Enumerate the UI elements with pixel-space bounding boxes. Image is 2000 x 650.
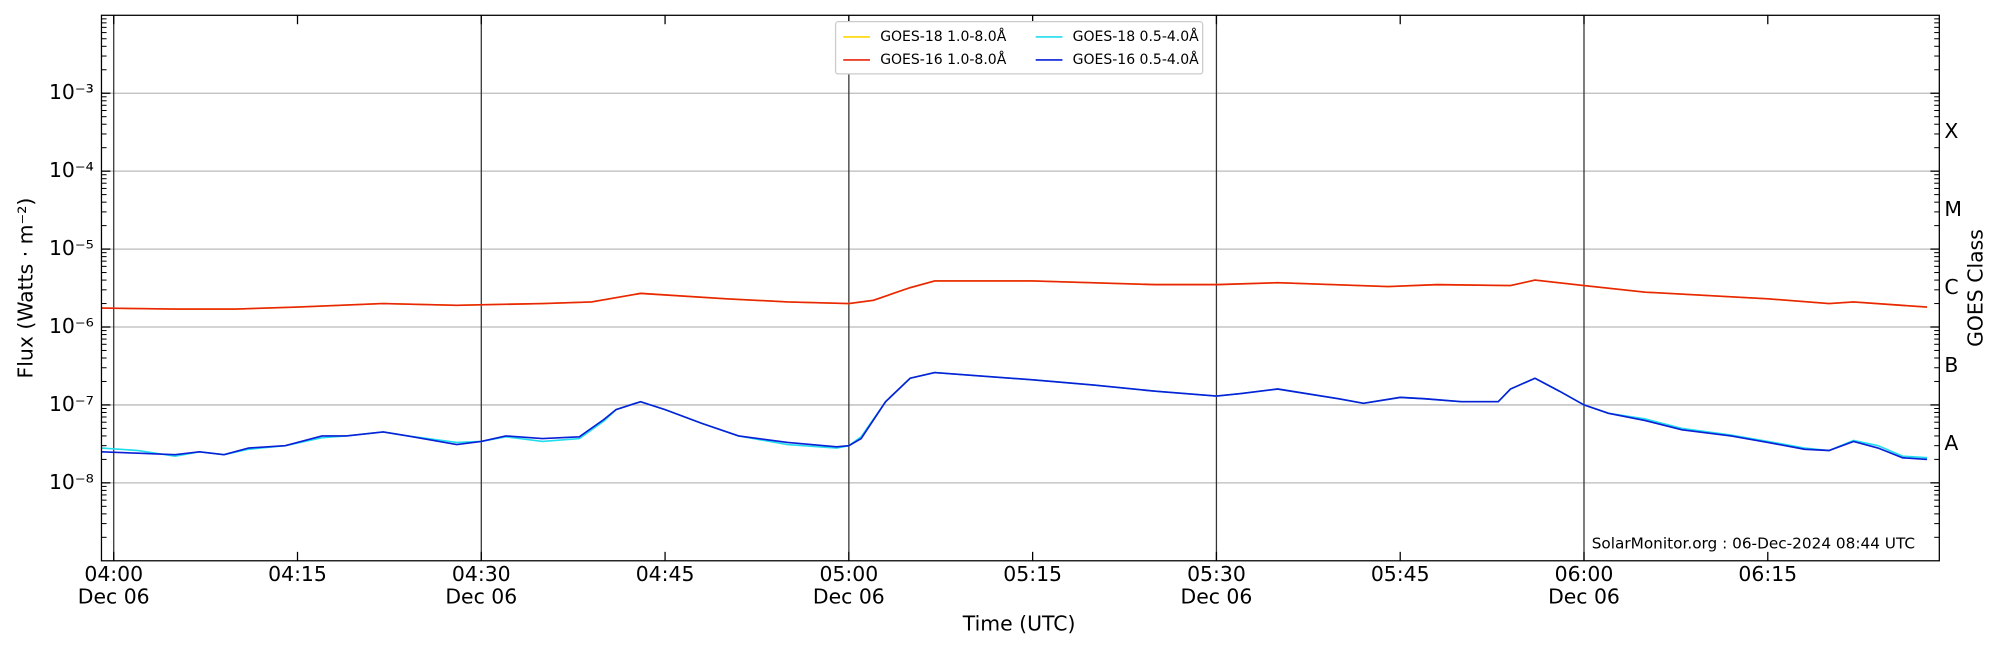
x-tick-label: 05:30 — [1187, 562, 1246, 586]
legend-label: GOES-18 0.5-4.0Å — [1073, 28, 1199, 45]
x-tick-label: 05:15 — [1003, 562, 1062, 586]
x-tick-date: Dec 06 — [445, 585, 517, 609]
y-tick-label: 10⁻⁵ — [49, 236, 94, 260]
x-tick-label: 04:45 — [636, 562, 695, 586]
class-label: M — [1944, 197, 1962, 221]
x-tick-label: 04:15 — [268, 562, 327, 586]
y-tick-label: 10⁻⁷ — [49, 392, 94, 416]
y2-axis-label: GOES Class — [1963, 229, 1987, 347]
x-tick-date: Dec 06 — [813, 585, 885, 609]
x-axis-label: Time (UTC) — [962, 612, 1076, 636]
legend-label: GOES-16 1.0-8.0Å — [880, 51, 1006, 68]
y-tick-label: 10⁻⁴ — [49, 158, 94, 182]
x-tick-label: 05:45 — [1371, 562, 1430, 586]
series-line — [101, 279, 1928, 310]
x-tick-label: 04:30 — [452, 562, 511, 586]
grid — [101, 15, 1940, 561]
x-tick-date: Dec 06 — [1181, 585, 1253, 609]
plot-lines — [101, 279, 1928, 461]
y-tick-label: 10⁻⁸ — [49, 470, 94, 494]
class-label: B — [1944, 353, 1958, 377]
y-axis-label: Flux (Watts · m⁻²) — [13, 198, 37, 379]
class-label: C — [1944, 275, 1958, 299]
x-tick-date: Dec 06 — [1548, 585, 1620, 609]
x-tick-label: 04:00 — [84, 562, 143, 586]
annotation: SolarMonitor.org : 06-Dec-2024 08:44 UTC — [1592, 535, 1915, 553]
legend-label: GOES-18 1.0-8.0Å — [880, 28, 1006, 45]
class-label: X — [1944, 119, 1958, 143]
x-tick-date: Dec 06 — [78, 585, 150, 609]
series-line — [101, 371, 1928, 461]
x-tick-label: 06:00 — [1555, 562, 1614, 586]
plot-frame — [100, 14, 1940, 562]
y-tick-label: 10⁻⁶ — [49, 314, 94, 338]
x-tick-label: 06:15 — [1738, 562, 1797, 586]
legend-label: GOES-16 0.5-4.0Å — [1073, 51, 1199, 68]
y-tick-label: 10⁻³ — [49, 80, 94, 104]
legend: GOES-18 1.0-8.0Å GOES-16 1.0-8.0Å GOES-18 … — [834, 21, 1204, 75]
class-label: A — [1944, 431, 1958, 455]
x-tick-label: 05:00 — [820, 562, 879, 586]
legend-box — [834, 21, 1204, 75]
